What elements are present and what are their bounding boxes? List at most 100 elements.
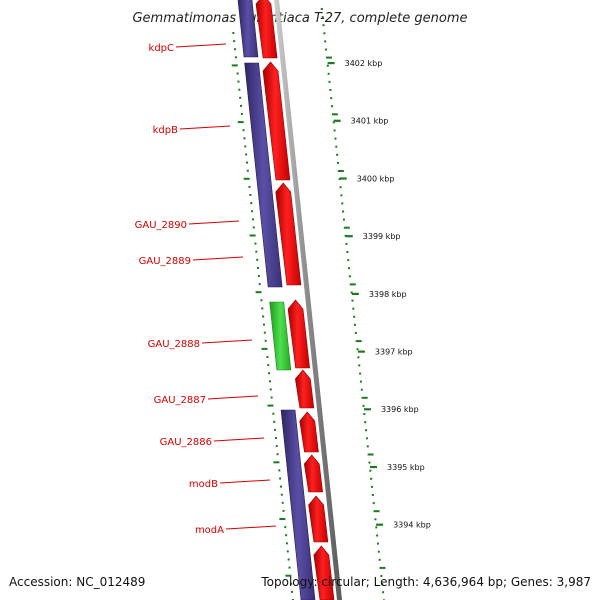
gene-label-leader bbox=[201, 339, 253, 344]
gc-content-track bbox=[231, 8, 386, 600]
gc-content-tick bbox=[350, 291, 353, 294]
gene-label-leader bbox=[175, 43, 227, 48]
gc-skew-tick bbox=[234, 56, 237, 59]
gc-content-tick bbox=[325, 56, 332, 59]
gc-content-tick bbox=[322, 24, 325, 27]
gene-label: GAU_2886 bbox=[160, 437, 212, 448]
gc-skew-tick bbox=[274, 428, 277, 431]
gc-content-tick bbox=[339, 186, 342, 189]
gene-track bbox=[237, 0, 335, 600]
gc-skew-tick bbox=[280, 493, 283, 496]
gc-content-tick bbox=[324, 40, 327, 43]
gene-label-leader bbox=[213, 437, 265, 442]
gc-content-tick bbox=[336, 161, 339, 164]
gc-skew-tick bbox=[244, 145, 247, 148]
gene-label: GAU_2887 bbox=[154, 395, 206, 406]
reverse-gene-block bbox=[237, 0, 259, 58]
gc-content-tick bbox=[356, 348, 359, 351]
gc-content-tick bbox=[348, 267, 351, 270]
gc-skew-tick bbox=[237, 80, 240, 83]
gc-skew-tick bbox=[252, 226, 255, 229]
gc-content-tick bbox=[379, 566, 386, 569]
gene-label-leader bbox=[179, 125, 231, 130]
gc-skew-tick bbox=[285, 534, 288, 537]
topology-text: Topology: circular; Length: 4,636,964 bp… bbox=[261, 575, 591, 589]
forward-gene-arrow bbox=[308, 495, 329, 543]
gc-skew-tick bbox=[267, 364, 270, 367]
gene-label: modB bbox=[189, 479, 218, 490]
gc-skew-tick bbox=[262, 315, 265, 318]
gc-skew-tick bbox=[242, 129, 245, 132]
gc-content-tick bbox=[323, 32, 326, 35]
gc-skew-tick bbox=[262, 323, 265, 326]
gc-content-tick bbox=[372, 502, 375, 505]
gc-content-tick bbox=[343, 226, 350, 229]
gc-content-tick bbox=[335, 145, 338, 148]
gc-content-tick bbox=[376, 534, 379, 537]
gc-skew-tick bbox=[256, 258, 259, 261]
gc-content-tick bbox=[377, 550, 380, 553]
gc-content-tick bbox=[380, 575, 383, 577]
forward-gene-arrow bbox=[255, 0, 278, 59]
gc-content-tick bbox=[363, 413, 366, 415]
gc-skew-tick bbox=[254, 242, 257, 245]
gc-content-tick bbox=[360, 388, 363, 391]
kbp-tick-mark bbox=[333, 119, 341, 122]
gc-skew-tick bbox=[274, 437, 277, 439]
gc-content-tick bbox=[355, 340, 362, 343]
gc-skew-tick bbox=[248, 185, 251, 188]
kbp-tick-mark bbox=[363, 408, 371, 411]
gc-skew-tick bbox=[286, 550, 289, 553]
gc-content-tick bbox=[342, 210, 345, 213]
gc-skew-tick bbox=[279, 485, 282, 488]
gene-label: GAU_2889 bbox=[139, 256, 191, 267]
reverse-gene-block bbox=[244, 62, 283, 288]
gc-content-tick bbox=[320, 8, 323, 10]
gc-content-tick bbox=[331, 105, 334, 108]
gc-content-tick bbox=[364, 421, 367, 424]
gc-content-tick bbox=[329, 89, 332, 91]
gc-content-tick bbox=[334, 137, 337, 140]
gc-content-tick bbox=[375, 526, 378, 529]
gc-skew-tick bbox=[245, 153, 248, 156]
kbp-tick-label: 3399 kbp bbox=[363, 232, 401, 241]
gc-skew-tick bbox=[278, 469, 281, 472]
highlighted-gene-block bbox=[269, 301, 292, 371]
gc-skew-tick bbox=[276, 453, 279, 456]
gc-skew-tick bbox=[272, 412, 275, 415]
gc-content-tick bbox=[374, 518, 377, 521]
kbp-tick-mark bbox=[370, 465, 378, 469]
gc-content-tick bbox=[351, 299, 354, 302]
gc-skew-tick bbox=[246, 169, 249, 172]
gc-content-tick bbox=[371, 494, 374, 496]
gene-label: GAU_2890 bbox=[135, 220, 187, 231]
gc-skew-tick bbox=[255, 291, 262, 294]
gc-skew-tick bbox=[234, 48, 237, 51]
gc-skew-tick bbox=[239, 96, 242, 99]
gc-skew-tick bbox=[231, 64, 238, 67]
gc-content-tick bbox=[327, 72, 330, 75]
gc-content-tick bbox=[357, 356, 360, 359]
kbp-tick-label: 3402 kbp bbox=[345, 59, 383, 68]
gc-skew-tick bbox=[285, 574, 292, 577]
gc-content-tick bbox=[366, 445, 369, 448]
gc-skew-tick bbox=[261, 347, 268, 350]
gc-content-tick bbox=[321, 16, 324, 19]
gc-content-tick bbox=[365, 437, 368, 440]
forward-gene-arrow bbox=[303, 454, 323, 493]
gene-label: kdpC bbox=[149, 43, 174, 54]
gc-content-tick bbox=[370, 477, 373, 480]
gc-content-tick bbox=[359, 372, 362, 375]
gc-content-tick bbox=[359, 380, 362, 383]
gc-content-tick bbox=[328, 80, 331, 83]
gc-skew-tick bbox=[261, 307, 264, 310]
gc-content-tick bbox=[368, 461, 371, 464]
gc-content-tick bbox=[353, 315, 356, 318]
genome-backbone bbox=[274, 0, 342, 600]
gc-content-tick bbox=[349, 283, 356, 286]
gc-skew-tick bbox=[255, 250, 258, 253]
accession-text: Accession: NC_012489 bbox=[9, 575, 146, 589]
gene-label-layer: kdpC kdpB GAU_2890 GAU_2889 GAU_2888 GAU_2887… bbox=[135, 43, 277, 536]
gc-skew-tick bbox=[270, 396, 273, 399]
